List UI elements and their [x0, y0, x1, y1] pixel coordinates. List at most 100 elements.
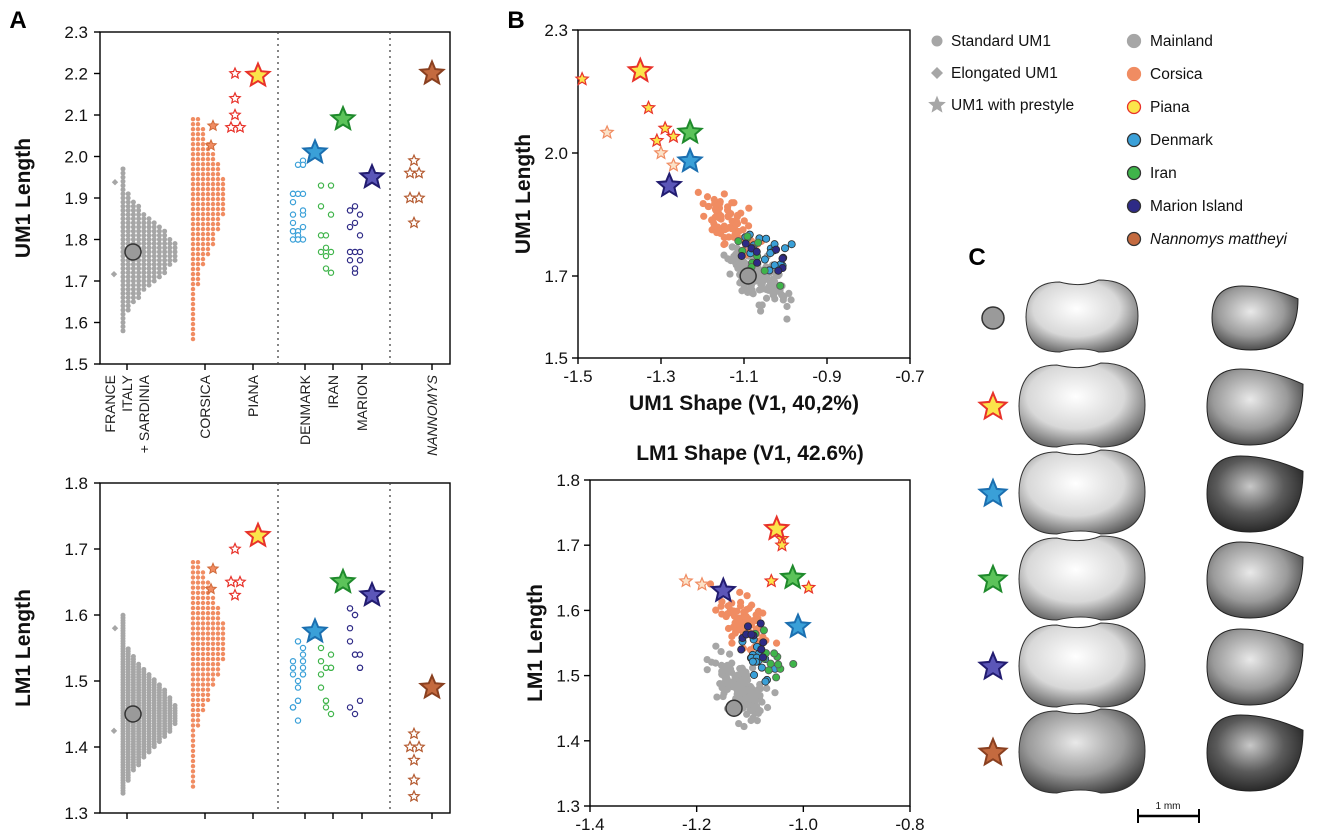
data-point — [783, 315, 791, 323]
data-point — [200, 226, 206, 232]
data-point — [205, 682, 211, 687]
data-point — [190, 271, 196, 277]
data-point — [156, 249, 162, 255]
data-point — [190, 336, 196, 342]
data-point — [745, 204, 753, 212]
data-point — [141, 220, 147, 226]
data-point — [210, 646, 216, 652]
data-point — [125, 290, 131, 296]
data-point — [210, 667, 216, 672]
data-point — [120, 174, 126, 180]
data-point — [719, 667, 727, 675]
data-point — [136, 270, 142, 276]
data-point — [210, 171, 216, 177]
data-point — [294, 677, 302, 685]
data-point — [195, 211, 201, 217]
data-point — [205, 646, 211, 652]
data-point — [215, 672, 221, 677]
data-point — [215, 181, 221, 187]
data-point-star — [407, 153, 421, 167]
data-point-star — [228, 107, 242, 121]
data-point — [195, 226, 201, 232]
data-point — [346, 605, 354, 612]
data-point — [190, 631, 196, 636]
legend-swatch — [1126, 99, 1142, 115]
data-point — [779, 292, 787, 300]
y-tick-label: 2.3 — [64, 23, 88, 42]
data-point — [756, 680, 764, 689]
data-point — [210, 231, 216, 237]
data-point — [195, 216, 201, 222]
data-point — [190, 261, 196, 267]
data-point — [141, 228, 147, 234]
data-point — [713, 693, 721, 701]
data-point-star — [801, 579, 817, 595]
data-point — [322, 664, 330, 672]
data-point — [783, 302, 791, 311]
data-point — [200, 256, 206, 262]
data-point — [210, 226, 216, 232]
data-point — [190, 733, 196, 738]
data-point — [130, 207, 136, 213]
data-point — [120, 315, 126, 321]
data-point — [195, 121, 201, 127]
data-point — [130, 237, 136, 242]
y-axis-label: UM1 Length — [512, 134, 535, 254]
data-point — [120, 328, 126, 334]
data-point — [190, 186, 196, 192]
data-point — [195, 590, 201, 595]
mean-marker — [358, 162, 386, 190]
data-point — [294, 638, 302, 645]
data-point — [190, 236, 196, 242]
data-point — [210, 236, 216, 242]
data-point — [322, 232, 330, 239]
data-point — [190, 171, 196, 177]
data-point — [172, 249, 178, 255]
data-point — [200, 221, 206, 227]
y-tick-label: 2.0 — [64, 148, 88, 167]
data-point — [205, 161, 211, 167]
tooth-lower-image — [1206, 541, 1304, 619]
x-category-label: IRAN — [325, 375, 341, 408]
data-point — [141, 286, 147, 292]
data-point — [346, 223, 354, 231]
data-point-star — [407, 215, 421, 229]
data-point — [190, 738, 196, 743]
data-point — [205, 186, 211, 192]
data-point — [215, 161, 221, 167]
data-point — [162, 257, 168, 263]
data-point — [200, 191, 206, 197]
data-point — [195, 656, 201, 662]
data-point — [151, 249, 157, 255]
data-point — [735, 691, 743, 699]
data-point — [200, 595, 206, 601]
data-point — [162, 266, 168, 272]
data-point — [205, 631, 211, 636]
data-point — [151, 257, 157, 263]
data-point — [210, 605, 216, 611]
data-point — [210, 161, 216, 167]
data-point — [190, 161, 196, 167]
data-point — [125, 274, 131, 280]
data-point — [200, 651, 206, 657]
data-point — [758, 285, 766, 293]
data-point — [136, 278, 142, 284]
data-point — [205, 226, 211, 232]
data-point — [200, 580, 206, 585]
data-point-star — [774, 537, 790, 552]
data-point — [322, 252, 330, 260]
data-point — [740, 217, 748, 225]
data-point — [190, 570, 196, 575]
data-point — [190, 697, 196, 703]
data-point — [721, 240, 729, 248]
data-point — [195, 713, 201, 718]
data-point — [205, 687, 211, 692]
data-point — [220, 626, 226, 631]
data-point — [146, 261, 152, 267]
data-point — [190, 306, 196, 312]
data-point — [130, 278, 136, 284]
data-point — [322, 265, 330, 272]
data-point — [195, 276, 201, 282]
data-point-diamond — [110, 727, 118, 735]
data-point — [712, 642, 720, 650]
